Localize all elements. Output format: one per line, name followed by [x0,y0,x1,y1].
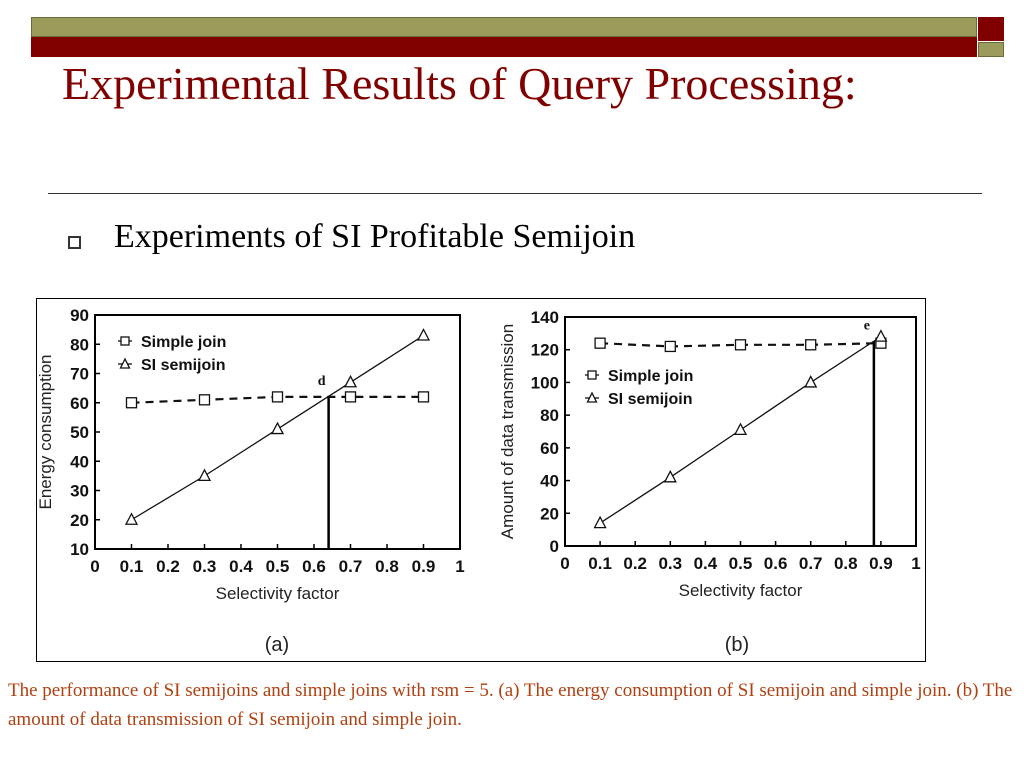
chart-b-x-tick-label: 0.6 [764,554,788,573]
olive-stripe [31,17,977,37]
chart-b-x-tick-label: 0.5 [729,554,753,573]
chart-a-y-tick-label: 80 [70,335,89,354]
chart-b-y-tick-label: 80 [540,406,559,425]
chart-b-y-tick-label: 100 [531,373,559,392]
chart-a-si-semijoin-point [197,468,212,482]
chart-a-y-axis-label: Energy consumption [37,355,55,510]
chart-b-si-semijoin-point [663,469,677,483]
chart-b-si-semijoin-point [874,329,888,342]
chart-a-legend-simple-join-label: Simple join [141,334,226,351]
chart-a-intersection-label: d [318,374,326,389]
chart-a-simple-join-point [344,391,357,403]
figure-panel: 10 20 30 40 50 60 70 80 90 0 0.1 0.2 0.3 0.4 0.5 0.6 0.7… [36,298,926,662]
chart-a-y-tick-label: 20 [70,511,89,530]
chart-b-y-tick-label: 120 [531,341,559,360]
chart-a-si-semijoin-point [270,421,285,435]
chart-a-y-tick-label: 60 [70,394,89,413]
chart-b-x-tick-label: 0.9 [869,554,893,573]
chart-b-x-tick-label: 0 [560,554,569,573]
chart-a-panel-label: (a) [265,634,289,656]
chart-a-legend-simple-join-swatch-marker [120,336,130,346]
title-divider [48,193,982,194]
chart-a-x-tick-label: 0.7 [339,557,363,576]
chart-a-x-axis-label: Selectivity factor [216,584,340,603]
corner-square-olive [978,42,1004,57]
chart-a-x-tick-label: 0.4 [229,557,253,576]
chart-a-simple-join-point [125,397,138,409]
chart-b-simple-join-point [805,339,817,351]
chart-a-y-tick-label: 30 [70,482,89,501]
chart-b-x-tick-label: 0.8 [834,554,858,573]
chart-a-legend-si-semijoin-label: SI semijoin [141,357,225,374]
chart-b-x-tick-label: 0.2 [623,554,647,573]
chart-a-x-tick-label: 0 [90,557,99,576]
figure-caption: The performance of SI semijoins and simp… [8,680,1013,730]
chart-b-simple-join-point [664,340,676,353]
chart-b-y-tick-label: 20 [540,504,559,523]
chart-b-y-tick-label: 0 [550,537,559,556]
hollow-square-bullet-icon [68,236,81,249]
chart-b-x-tick-label: 0.7 [799,554,823,573]
chart-b-si-semijoin-point [733,422,748,436]
chart-b-y-tick-label: 60 [540,439,559,458]
chart-b-simple-join-point [734,339,747,351]
chart-b-legend-si-semijoin-label: SI semijoin [608,391,692,408]
chart-b-legend-si-semijoin-swatch-marker [586,391,598,403]
chart-a-x-tick-label: 0.6 [302,557,326,576]
chart-a-y-tick-label: 70 [70,365,89,384]
chart-b-legend-simple-join-label: Simple join [608,368,693,385]
chart-a-si-semijoin-point [124,512,139,525]
maroon-stripe [31,37,977,57]
corner-square-maroon [978,17,1004,41]
chart-b-y-axis-label: Amount of data transmission [498,324,517,539]
title-decoration-bar [31,17,977,57]
chart-a-si-semijoin-point [416,328,431,341]
chart-a-simple-join-point [417,391,430,403]
chart-a-simple-join-point [271,391,284,403]
chart-b-y-tick-label: 140 [531,308,559,327]
chart-b-si-semijoin-point [804,375,818,388]
chart-b-x-tick-label: 1 [911,554,920,573]
chart-b-intersection-label: e [864,319,870,334]
chart-a-legend-si-semijoin-swatch-marker [119,357,131,369]
chart-b-simple-join-point [594,337,606,349]
chart-a-x-tick-label: 0.5 [266,557,290,576]
bullet-text: Experiments of SI Profitable Semijoin [114,218,636,255]
chart-a-simple-join-point [198,394,211,406]
chart-b-x-tick-label: 0.4 [694,554,718,573]
chart-a-y-tick-label: 40 [70,452,89,471]
chart-b-x-tick-label: 0.3 [658,554,682,573]
chart-a-x-tick-label: 0.8 [375,557,399,576]
chart-b-x-tick-label: 0.1 [588,554,612,573]
chart-a-x-tick-label: 0.3 [193,557,217,576]
chart-b-y-tick-label: 40 [540,472,559,491]
chart-a-si-semijoin-point [343,374,358,388]
chart-a-y-tick-label: 10 [70,540,89,559]
chart-a-y-tick-label: 50 [70,423,89,442]
slide-title: Experimental Results of Query Processing… [62,58,857,109]
chart-b-x-axis-label: Selectivity factor [679,581,803,600]
chart-a-x-tick-label: 0.2 [156,557,180,576]
chart-b-legend-simple-join-swatch-marker [587,370,597,380]
chart-a-x-tick-label: 0.9 [412,557,436,576]
chart-a-y-tick-label: 90 [70,306,89,325]
chart-a-x-tick-label: 1 [455,557,464,576]
chart-b-panel-label: (b) [725,634,749,656]
chart-b-si-semijoin-point [593,515,607,529]
chart-a-x-tick-label: 0.1 [120,557,144,576]
